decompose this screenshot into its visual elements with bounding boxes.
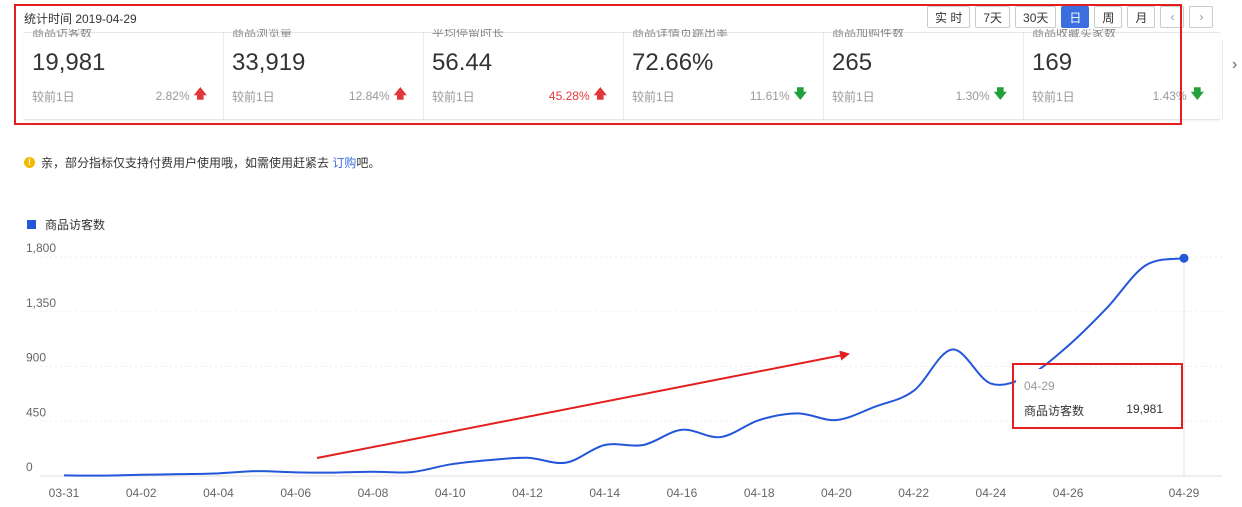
series-line bbox=[63, 257, 1185, 477]
x-tick-label: 04-02 bbox=[126, 486, 157, 500]
metric-change: 2.82% 🡅 bbox=[156, 85, 207, 107]
legend-swatch bbox=[27, 220, 36, 229]
period-month-button[interactable]: 月 bbox=[1127, 6, 1156, 28]
x-tick-label: 04-22 bbox=[898, 486, 929, 500]
metric-name: 商品收藏买家数 bbox=[1032, 29, 1117, 37]
metric-card-add-to-cart[interactable]: 商品加购件数 265 较前1日 1.30% 🡇 bbox=[824, 29, 1024, 119]
x-tick-label: 04-26 bbox=[1053, 486, 1084, 500]
tooltip-date: 04-29 bbox=[1024, 379, 1055, 393]
x-tick-label: 04-29 bbox=[1169, 486, 1200, 500]
x-tick-label: 04-04 bbox=[203, 486, 234, 500]
arrow-up-icon: 🡅 bbox=[593, 86, 607, 101]
y-tick-label: 900 bbox=[26, 351, 46, 365]
series-markers bbox=[1179, 253, 1189, 476]
metric-cards: 商品访客数 19,981 较前1日 2.82% 🡅 商品浏览量 33,919 较前… bbox=[24, 29, 1220, 120]
arrow-down-icon: 🡇 bbox=[793, 86, 807, 101]
period-7d-button[interactable]: 7天 bbox=[975, 6, 1011, 28]
metric-name: 商品详情页跳出率 bbox=[632, 29, 729, 37]
x-tick-label: 04-18 bbox=[744, 486, 775, 500]
x-tick-label: 04-10 bbox=[435, 486, 466, 500]
info-icon: ! bbox=[24, 157, 35, 168]
annotation-arrow bbox=[316, 350, 850, 459]
x-tick-label: 04-12 bbox=[512, 486, 543, 500]
x-tick-label: 04-16 bbox=[667, 486, 698, 500]
period-day-button[interactable]: 日 bbox=[1061, 6, 1090, 28]
compare-label: 较前1日 bbox=[632, 89, 675, 104]
prev-date-button[interactable]: ‹ bbox=[1160, 6, 1185, 28]
chevron-right-icon: › bbox=[1199, 10, 1204, 24]
compare-label: 较前1日 bbox=[32, 89, 75, 104]
x-tick-label: 04-24 bbox=[976, 486, 1007, 500]
metric-card-favorites[interactable]: 商品收藏买家数 169 较前1日 1.43% 🡇 bbox=[1024, 29, 1220, 119]
next-date-button[interactable]: › bbox=[1189, 6, 1214, 28]
metric-name: 商品访客数 bbox=[32, 29, 93, 37]
metric-value: 72.66% bbox=[632, 49, 714, 76]
metric-card-pageviews[interactable]: 商品浏览量 33,919 较前1日 12.84% 🡅 bbox=[224, 29, 424, 119]
cards-scroll-panel bbox=[1222, 40, 1242, 120]
stat-date: 统计时间 2019-04-29 bbox=[24, 12, 137, 26]
y-tick-label: 0 bbox=[26, 460, 33, 474]
metric-change: 45.28% 🡅 bbox=[549, 85, 607, 107]
metric-card-avg-stay[interactable]: 平均停留时长 56.44 较前1日 45.28% 🡅 bbox=[424, 29, 624, 119]
metric-name: 商品浏览量 bbox=[232, 29, 293, 37]
compare-label: 较前1日 bbox=[1032, 89, 1075, 104]
metric-change: 11.61% 🡇 bbox=[750, 85, 807, 107]
y-axis: 0 450 900 1,350 1,800 bbox=[26, 241, 56, 474]
metric-change: 12.84% 🡅 bbox=[349, 85, 407, 107]
period-week-button[interactable]: 周 bbox=[1094, 6, 1123, 28]
compare-label: 较前1日 bbox=[832, 89, 875, 104]
metric-value: 169 bbox=[1032, 49, 1073, 76]
metric-card-visitors[interactable]: 商品访客数 19,981 较前1日 2.82% 🡅 bbox=[24, 29, 224, 119]
chart-tooltip: 04-29 商品访客数 19,981 bbox=[1016, 369, 1171, 426]
metric-change: 1.43% 🡇 bbox=[1153, 85, 1204, 107]
x-tick-label: 04-20 bbox=[821, 486, 852, 500]
metric-name: 平均停留时长 bbox=[432, 29, 505, 37]
metric-change: 1.30% 🡇 bbox=[956, 85, 1007, 107]
metric-value: 33,919 bbox=[232, 49, 306, 76]
period-realtime-button[interactable]: 实 时 bbox=[927, 6, 971, 28]
metric-value: 56.44 bbox=[432, 49, 493, 76]
x-tick-label: 04-08 bbox=[358, 486, 389, 500]
legend-label: 商品访客数 bbox=[45, 218, 106, 232]
compare-label: 较前1日 bbox=[232, 89, 275, 104]
arrow-up-icon: 🡅 bbox=[393, 86, 407, 101]
metric-card-bounce-rate[interactable]: 商品详情页跳出率 72.66% 较前1日 11.61% 🡇 bbox=[624, 29, 824, 119]
notice-bar: ! 亲，部分指标仅支持付费用户使用哦，如需使用赶紧去 订购吧。 bbox=[24, 154, 380, 171]
chart-grid bbox=[40, 256, 1222, 477]
x-axis: 03-31 04-02 04-04 04-06 04-08 04-10 04-12 04-14… bbox=[49, 486, 1200, 500]
highlighted-point bbox=[1179, 253, 1189, 263]
compare-label: 较前1日 bbox=[432, 89, 475, 104]
chevron-right-icon[interactable]: › bbox=[1232, 56, 1238, 73]
arrow-down-icon: 🡇 bbox=[1190, 86, 1204, 101]
y-tick-label: 450 bbox=[26, 405, 46, 419]
metric-value: 19,981 bbox=[32, 49, 106, 76]
period-toolbar: 实 时 7天 30天 日 周 月 ‹ › bbox=[927, 6, 1214, 28]
arrow-up-icon: 🡅 bbox=[193, 86, 207, 101]
x-tick-label: 04-06 bbox=[280, 486, 311, 500]
x-tick-label: 04-14 bbox=[589, 486, 620, 500]
x-tick-label: 03-31 bbox=[49, 486, 80, 500]
tooltip-value: 19,981 bbox=[1126, 402, 1163, 416]
notice-text-end: 吧。 bbox=[356, 156, 381, 170]
chevron-left-icon: ‹ bbox=[1170, 10, 1175, 24]
tooltip-label: 商品访客数 bbox=[1024, 404, 1085, 418]
arrow-down-icon: 🡇 bbox=[993, 86, 1007, 101]
chart-legend[interactable]: 商品访客数 bbox=[27, 216, 105, 233]
subscribe-link[interactable]: 订购 bbox=[332, 156, 357, 170]
period-30d-button[interactable]: 30天 bbox=[1015, 6, 1057, 28]
metric-name: 商品加购件数 bbox=[832, 29, 905, 37]
y-tick-label: 1,800 bbox=[26, 241, 56, 255]
metric-value: 265 bbox=[832, 49, 873, 76]
notice-text: 亲，部分指标仅支持付费用户使用哦，如需使用赶紧去 bbox=[41, 156, 333, 170]
y-tick-label: 1,350 bbox=[26, 296, 56, 310]
trend-arrow bbox=[316, 350, 850, 459]
